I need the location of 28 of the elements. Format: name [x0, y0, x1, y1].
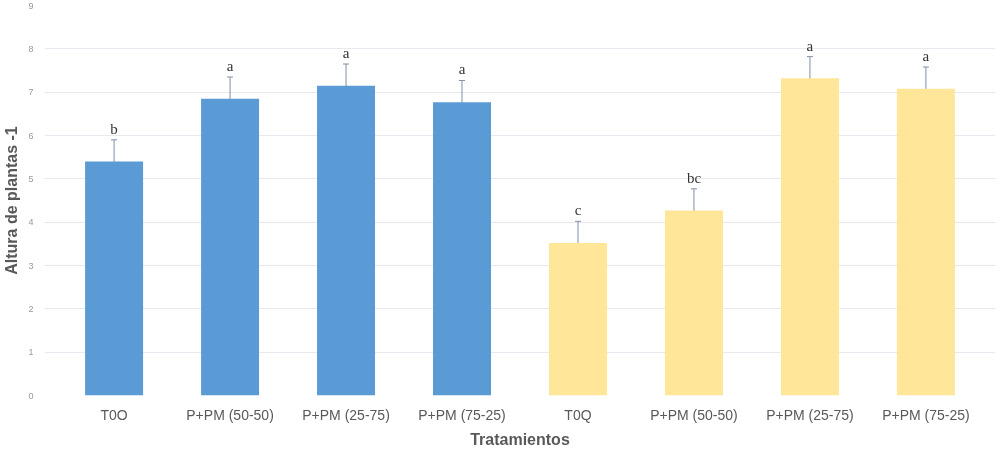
- data-label: a: [458, 61, 466, 78]
- y-tick-label: 3: [28, 260, 34, 271]
- y-tick-label: 6: [28, 130, 34, 141]
- x-tick-label: P+PM (50-50): [186, 406, 274, 423]
- x-tick-label: T0O: [100, 406, 128, 423]
- data-label: a: [806, 37, 814, 54]
- data-label: c: [574, 202, 582, 219]
- data-label: a: [342, 45, 350, 61]
- data-label: bc: [686, 169, 702, 186]
- x-tick-label: P+PM (50-50): [650, 406, 738, 423]
- x-tick-label: P+PM (75-25): [882, 406, 970, 423]
- x-axis-title: Tratamientos: [470, 430, 570, 448]
- y-tick-label: 7: [28, 87, 34, 98]
- data-label: b: [110, 120, 118, 137]
- x-tick-label: T0Q: [564, 406, 592, 423]
- y-tick-label: 8: [28, 43, 34, 54]
- data-label: a: [226, 58, 234, 74]
- y-axis-title: Altura de plantas -1: [3, 126, 21, 275]
- x-tick-label: P+PM (75-25): [418, 406, 506, 423]
- y-tick-label: 2: [28, 303, 34, 314]
- x-tick-label: P+PM (25-75): [302, 406, 390, 423]
- data-label: a: [922, 48, 930, 65]
- y-tick-label: 1: [28, 347, 34, 358]
- y-tick-label: 9: [28, 0, 34, 11]
- y-tick-label: 4: [28, 217, 34, 228]
- y-tick-label: 5: [28, 173, 34, 184]
- x-tick-label: P+PM (25-75): [766, 406, 854, 423]
- y-tick-label: 0: [28, 390, 34, 401]
